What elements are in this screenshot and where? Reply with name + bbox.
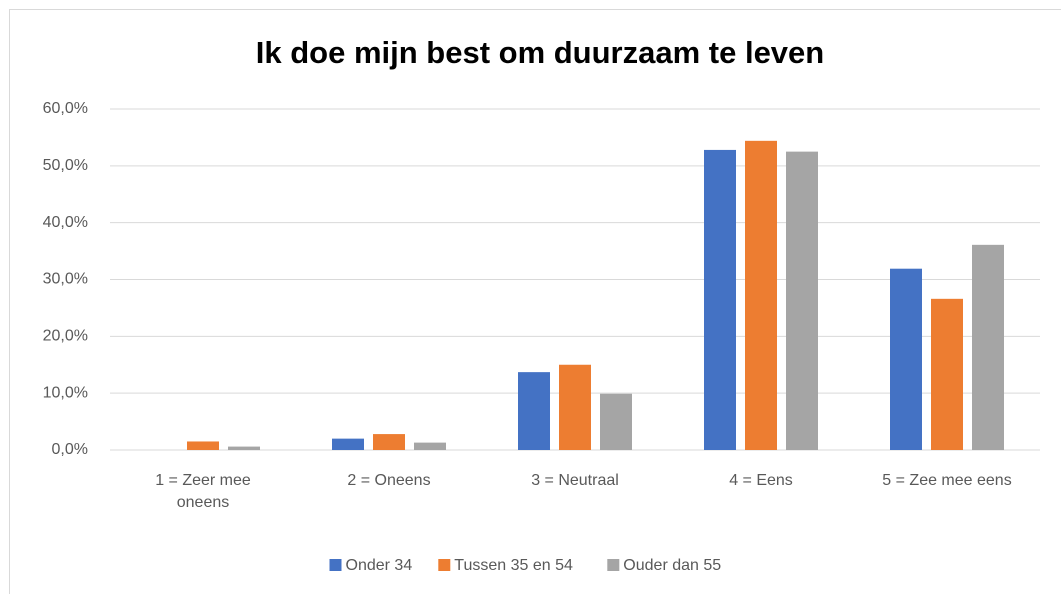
bar — [972, 244, 1004, 450]
bar — [890, 268, 922, 450]
legend-swatch — [329, 559, 342, 571]
bar — [745, 140, 777, 450]
y-tick-label: 10,0% — [43, 384, 88, 401]
x-tick-label: 2 = Oneens — [347, 472, 431, 489]
bar — [373, 434, 405, 450]
legend-swatch — [438, 559, 451, 571]
bar — [786, 151, 818, 450]
y-tick-label: 50,0% — [43, 157, 88, 174]
bar — [228, 446, 260, 450]
chart-title: Ik doe mijn best om duurzaam te leven — [256, 35, 824, 70]
bar — [600, 393, 632, 450]
bar — [187, 441, 219, 450]
bar — [518, 372, 550, 450]
x-tick-label: 5 = Zee mee eens — [882, 472, 1012, 489]
legend-label: Tussen 35 en 54 — [454, 557, 573, 574]
legend-swatch — [607, 559, 620, 571]
x-tick-label: 1 = Zeer mee oneens — [155, 472, 251, 511]
legend-label: Ouder dan 55 — [623, 557, 721, 574]
y-tick-label: 30,0% — [43, 271, 88, 288]
bar — [704, 149, 736, 451]
y-tick-label: 40,0% — [43, 214, 88, 231]
bar — [414, 442, 446, 450]
legend-label: Onder 34 — [346, 557, 413, 574]
bar — [931, 298, 963, 450]
x-tick-label: 4 = Eens — [729, 472, 793, 489]
x-tick-label: 3 = Neutraal — [531, 472, 619, 489]
y-tick-label: 60,0% — [43, 100, 88, 117]
bar — [559, 364, 591, 450]
chart-border — [9, 9, 1061, 594]
y-tick-label: 0,0% — [52, 441, 88, 458]
y-tick-label: 20,0% — [43, 328, 88, 345]
bar — [332, 438, 364, 450]
